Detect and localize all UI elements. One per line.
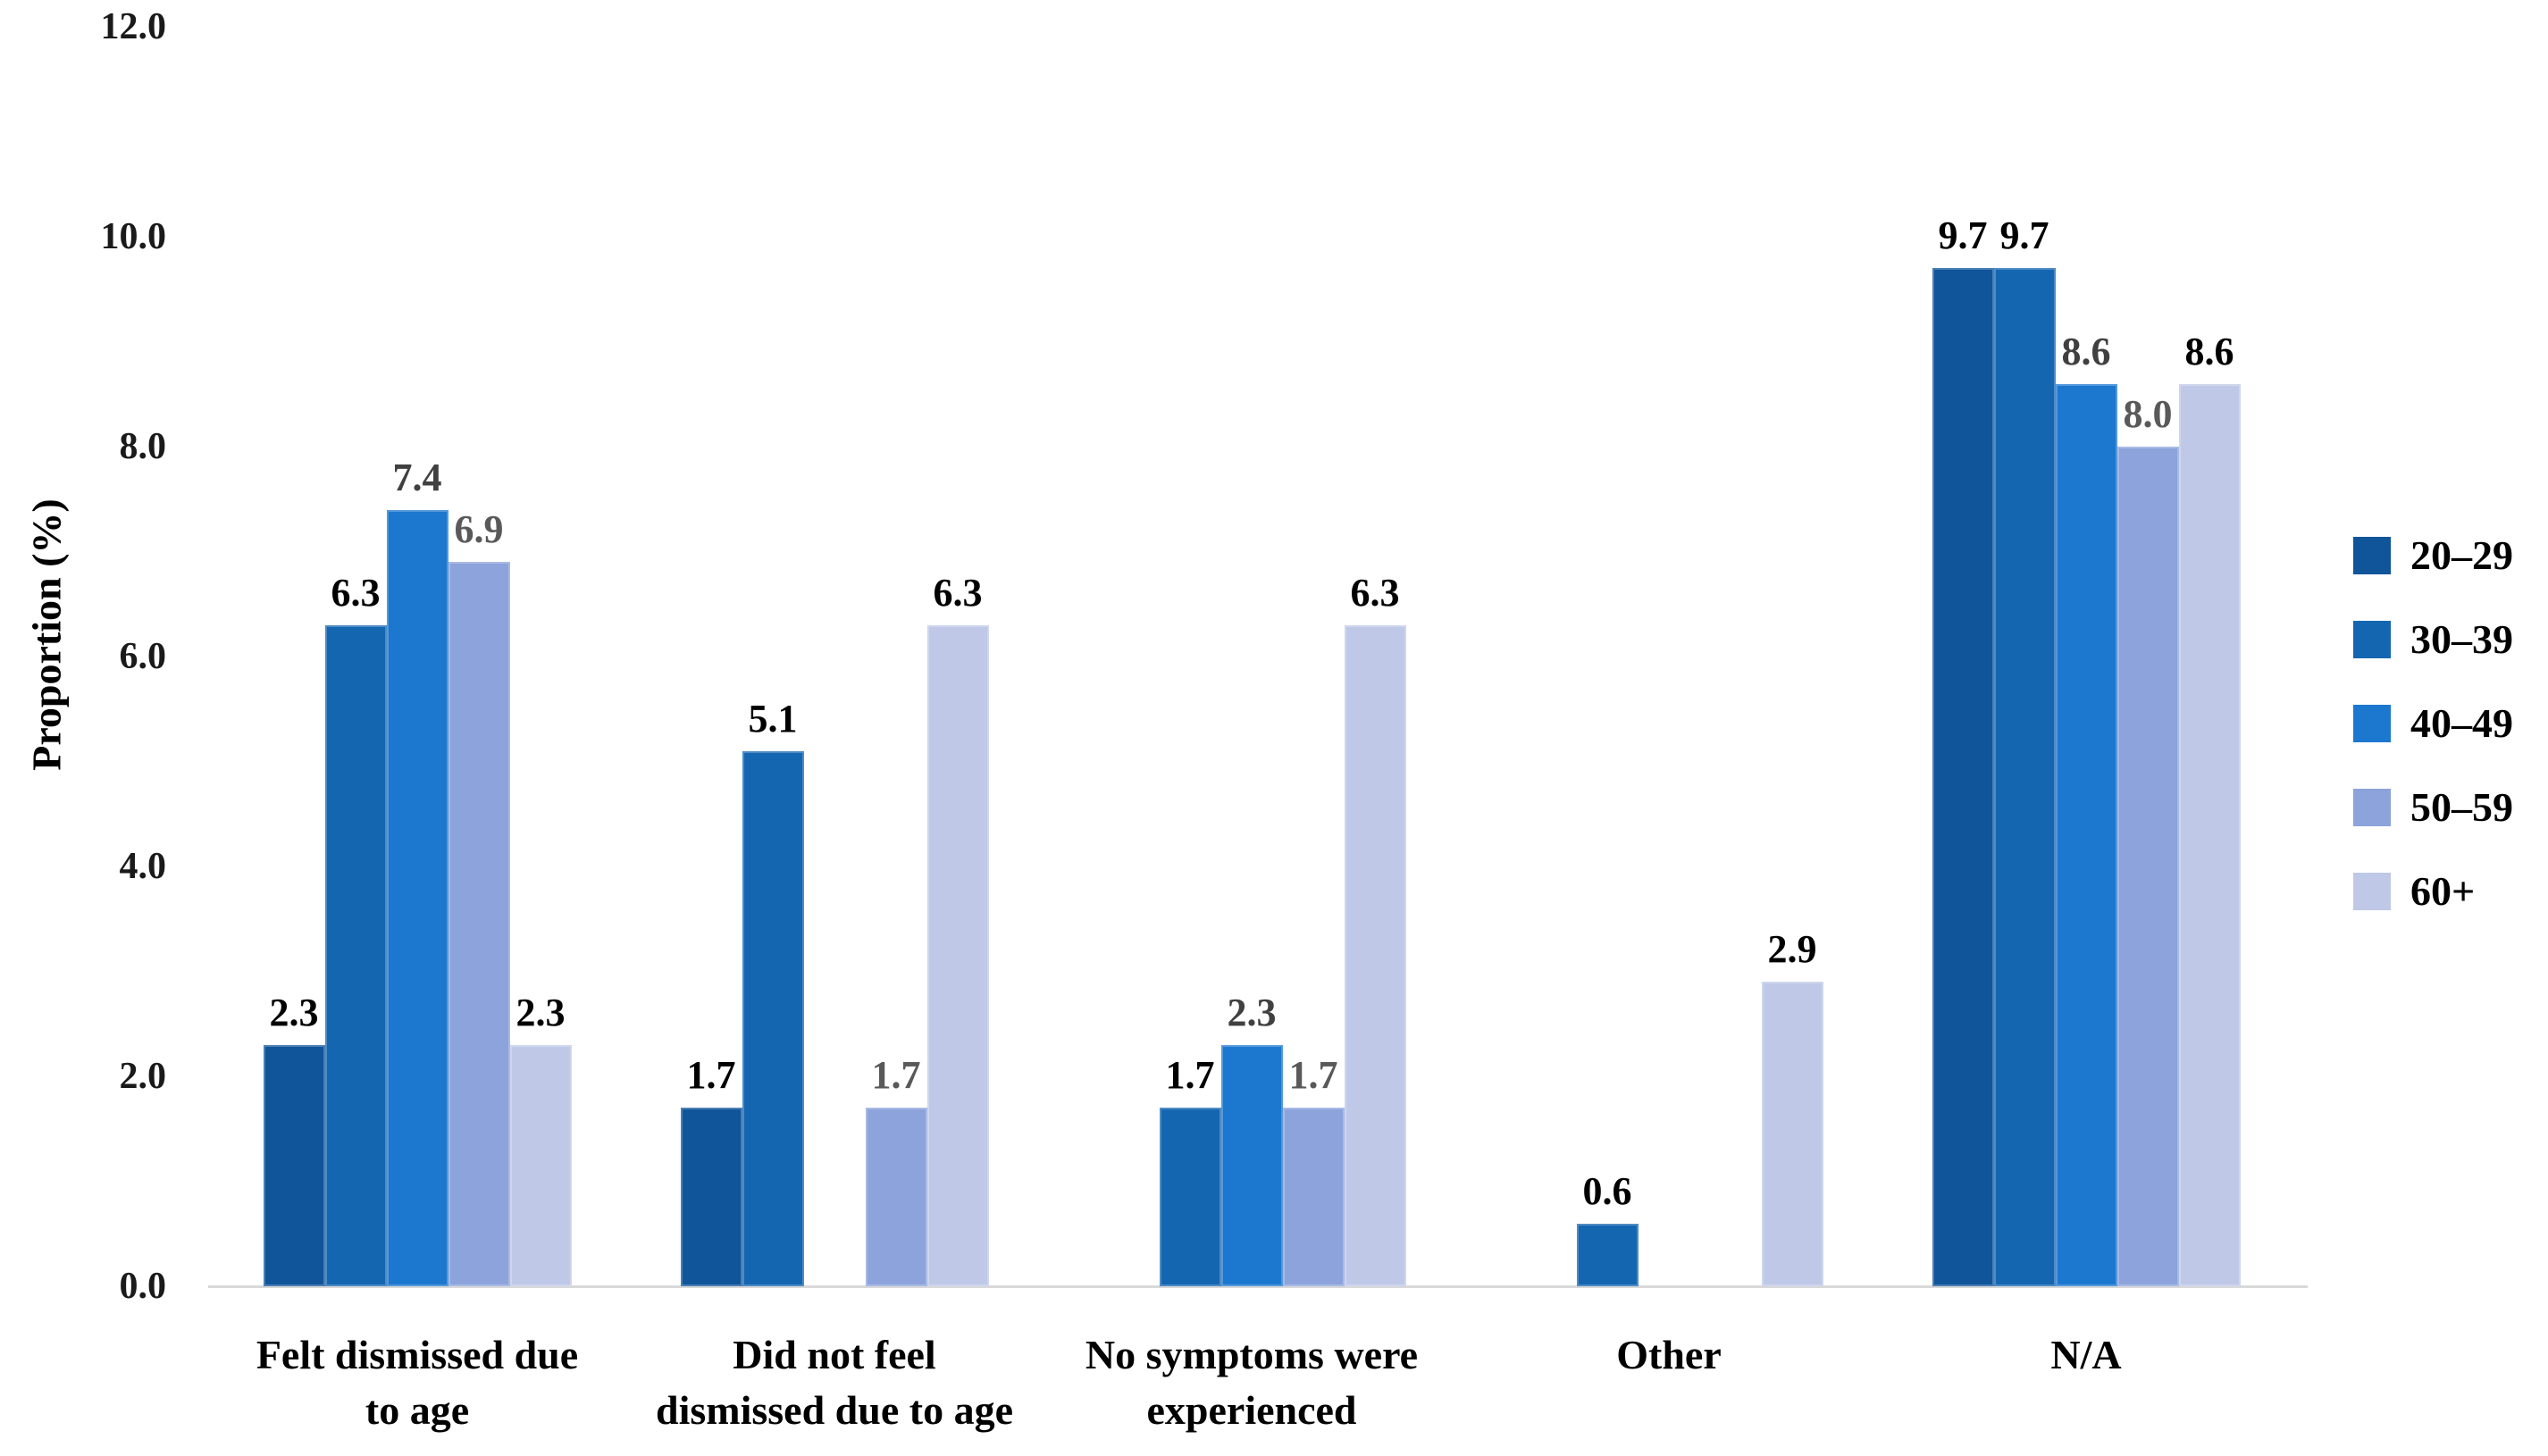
y-tick-label: 8.0 xyxy=(119,426,167,467)
data-label-60+-cat3: 6.3 xyxy=(1350,570,1400,615)
data-label-50–59-cat2: 1.7 xyxy=(871,1053,921,1098)
bar-50–59-cat3 xyxy=(1282,1108,1345,1286)
category-label-4: Other xyxy=(1437,1327,1901,1383)
legend-swatch-icon xyxy=(2353,873,2391,910)
bar-30–39-cat1 xyxy=(324,624,387,1286)
legend-swatch-icon xyxy=(2353,537,2391,574)
category-label-3: No symptoms were experienced xyxy=(1019,1327,1484,1438)
category-label-2: Did not feel dismissed due to age xyxy=(602,1327,1067,1438)
legend-swatch-icon xyxy=(2353,789,2391,826)
category-label-line: Other xyxy=(1616,1332,1722,1377)
bar-20–29-cat2 xyxy=(680,1108,742,1286)
data-label-40–49-cat1: 7.4 xyxy=(392,455,442,499)
bar-40–49-cat1 xyxy=(386,509,448,1286)
category-label-line: dismissed due to age xyxy=(656,1387,1013,1433)
data-label-30–39-cat4: 0.6 xyxy=(1582,1168,1632,1213)
data-label-50–59-cat5: 8.0 xyxy=(2123,392,2173,436)
bar-30–39-cat2 xyxy=(742,750,804,1286)
data-label-30–39-cat2: 5.1 xyxy=(748,696,798,741)
y-tick-label: 12.0 xyxy=(100,6,167,47)
bar-30–39-cat5 xyxy=(1993,268,2056,1286)
data-label-20–29-cat2: 1.7 xyxy=(686,1053,736,1098)
y-tick-label: 2.0 xyxy=(119,1056,167,1097)
data-label-20–29-cat1: 2.3 xyxy=(269,990,319,1034)
legend-label: 40–49 xyxy=(2410,700,2513,746)
data-label-40–49-cat3: 2.3 xyxy=(1227,990,1277,1034)
legend-label: 60+ xyxy=(2410,868,2476,914)
bar-20–29-cat1 xyxy=(263,1044,325,1286)
bar-40–49-cat5 xyxy=(2055,383,2117,1286)
bar-50–59-cat2 xyxy=(865,1108,927,1286)
bar-60+-cat4 xyxy=(1761,982,1823,1286)
category-label-line: Did not feel xyxy=(733,1332,936,1377)
bar-50–59-cat1 xyxy=(448,562,510,1286)
data-label-30–39-cat3: 1.7 xyxy=(1165,1053,1215,1098)
bar-20–29-cat5 xyxy=(1932,268,1994,1286)
y-tick-label: 0.0 xyxy=(119,1266,167,1307)
bar-60+-cat5 xyxy=(2178,383,2241,1286)
legend-label: 30–39 xyxy=(2410,616,2513,662)
legend-label: 20–29 xyxy=(2410,532,2513,578)
bar-40–49-cat3 xyxy=(1220,1044,1283,1286)
legend-swatch-icon xyxy=(2353,621,2391,658)
bar-30–39-cat4 xyxy=(1576,1223,1639,1286)
bar-60+-cat3 xyxy=(1344,624,1406,1286)
category-label-5: N/A xyxy=(1854,1327,2318,1383)
data-label-50–59-cat1: 6.9 xyxy=(454,507,504,552)
bar-60+-cat2 xyxy=(926,624,989,1286)
category-label-line: experienced xyxy=(1146,1387,1357,1433)
data-label-60+-cat5: 8.6 xyxy=(2184,329,2234,373)
y-tick-label: 10.0 xyxy=(100,216,167,257)
data-label-20–29-cat5: 9.7 xyxy=(1938,213,1988,258)
data-label-30–39-cat5: 9.7 xyxy=(1999,213,2049,258)
category-label-line: to age xyxy=(365,1387,470,1433)
category-label-line: No symptoms were xyxy=(1085,1332,1419,1377)
data-label-30–39-cat1: 6.3 xyxy=(331,570,381,615)
y-tick-label: 4.0 xyxy=(119,846,167,887)
data-label-60+-cat2: 6.3 xyxy=(933,570,983,615)
legend-swatch-icon xyxy=(2353,705,2391,742)
bar-50–59-cat5 xyxy=(2116,447,2179,1286)
category-label-1: Felt dismissed due to age xyxy=(185,1327,650,1438)
data-label-40–49-cat5: 8.6 xyxy=(2061,329,2111,373)
x-axis-line xyxy=(208,1285,2308,1288)
y-tick-label: 6.0 xyxy=(119,636,167,677)
legend-label: 50–59 xyxy=(2410,784,2513,830)
bar-60+-cat1 xyxy=(509,1044,572,1286)
bar-30–39-cat3 xyxy=(1159,1108,1221,1286)
data-label-60+-cat4: 2.9 xyxy=(1767,927,1817,972)
data-label-50–59-cat3: 1.7 xyxy=(1288,1053,1338,1098)
category-label-line: Felt dismissed due xyxy=(256,1332,579,1377)
data-label-60+-cat1: 2.3 xyxy=(515,990,566,1034)
category-label-line: N/A xyxy=(2050,1332,2122,1377)
